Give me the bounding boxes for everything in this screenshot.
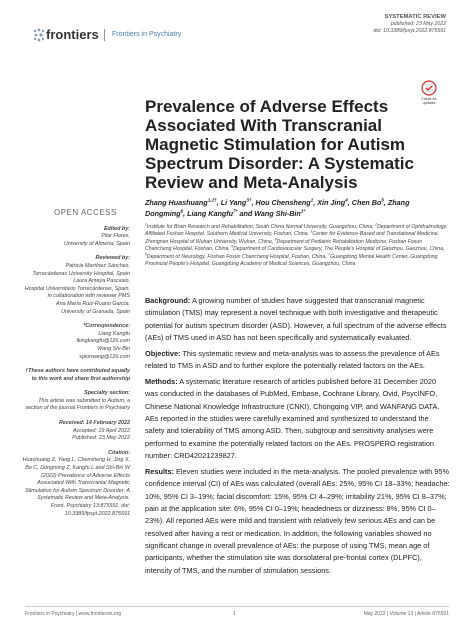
abstract-label: Results: [145, 466, 174, 476]
sidebar-line: lkingkangfu@126.com [76, 338, 130, 345]
author-affil: 3† [246, 197, 252, 203]
affiliation-text: Center for Evidence-Based and Translatio… [145, 231, 440, 245]
author-name: , Chen Bo [347, 198, 382, 207]
article-type: SYSTEMATIC REVIEW [384, 14, 446, 20]
abstract-text: A growing number of studies have suggest… [145, 296, 447, 343]
abstract-text: A systematic literature research of arti… [145, 377, 440, 461]
abstract-text: Eleven studies were included in the meta… [145, 466, 450, 575]
affiliation-number: 1 [145, 222, 147, 227]
author-name: , Zhang Dongming [145, 198, 410, 218]
affiliation-text: Department of Neurology, Foshan Fosun Ch… [146, 253, 329, 260]
sidebar: OPEN ACCESS Edited by: Pilar Flores, Unive… [22, 209, 130, 525]
sidebar-label: Edited by: [103, 225, 130, 232]
author-affil: 7* [233, 208, 238, 214]
sidebar-line: Accepted: 19 April 2022 [72, 427, 130, 434]
sidebar-line: Patricia Martínez Sánchez, [65, 262, 130, 269]
abstract-text: This systematic review and meta-analysis… [145, 348, 440, 371]
sidebar-label: Reviewed by: [95, 255, 130, 262]
author-affil: 1,2† [207, 197, 217, 203]
affiliation-number: 6 [145, 251, 147, 256]
affiliation-number: 4 [274, 237, 277, 242]
sidebar-line: Laura Amaya Pascasio, [73, 278, 130, 285]
brand: frontiers [46, 27, 99, 42]
affiliations: 1Institute for Brain Research and Rehabi… [145, 222, 449, 268]
abstract-section: Results: Eleven studies were included in… [145, 466, 450, 577]
author-name: , Hou Chensheng [251, 198, 311, 207]
sidebar-block: Edited by: Pilar Flores, University of Alm… [22, 226, 130, 249]
sidebar-line: spiorwang@126.com [79, 353, 130, 360]
author-affil: 6 [180, 208, 184, 214]
sidebar-block: Specialty section: This article was submi… [22, 390, 130, 413]
badge-icon [421, 80, 437, 96]
author-name: , Xin Jing [313, 198, 346, 207]
article-meta: SYSTEMATIC REVIEW published: 23 May 2022… [373, 14, 446, 35]
sidebar-label: Citation: [108, 449, 130, 456]
sidebar-block: Reviewed by: Patricia Martínez Sánchez, To… [22, 255, 130, 316]
journal-name: Frontiers in Psychiatry [112, 31, 182, 38]
sidebar-label: Specialty section: [84, 390, 130, 397]
author-affil: 1 [310, 197, 314, 203]
sidebar-line: Torrecárdenas University Hospital, Spain [32, 270, 130, 277]
sidebar-label: †These authors have contributed equally … [25, 368, 130, 382]
sidebar-block: Received: 14 February 2022 Accepted: 19 A… [22, 420, 130, 443]
abstract-section: Methods: A systematic literature researc… [145, 376, 450, 462]
affiliation-text: Department of Cardiovascular Surgery, Th… [233, 246, 445, 253]
affiliation-number: 2 [375, 222, 378, 227]
open-access: OPEN ACCESS [54, 208, 117, 217]
author-affil: 1* [300, 208, 306, 214]
sidebar-block: *Correspondence: Liang Kangfu lkingkangfu@… [22, 323, 130, 361]
sidebar-line: Wang Shi-Bin [97, 345, 130, 352]
abstract-label: Background: [145, 296, 191, 305]
abstract-section: Background: A growing number of studies … [145, 295, 450, 344]
affiliation-text: Institute for Brain Research and Rehabil… [146, 224, 376, 230]
page-number: 1 [233, 611, 236, 617]
sidebar-line: University of Granada, Spain [61, 308, 130, 315]
author-name: , Li Yang [216, 198, 247, 207]
sidebar-line: This article was submitted to Autism, a … [25, 397, 130, 412]
footer-right: May 2022 | Volume 13 | Article 875591 [363, 611, 449, 617]
sidebar-label: Received: 14 February 2022 [58, 420, 130, 427]
author-name: Zhang Huashuang [145, 198, 208, 207]
check-updates[interactable]: Check for updates [418, 80, 440, 106]
published-date: published: 23 May 2022 [390, 21, 446, 27]
sidebar-label: *Correspondence: [83, 323, 130, 330]
affiliation-text: Department of Ophthalmology, Affiliated … [145, 224, 448, 238]
author-name: and Wang Shi-Bin [237, 208, 301, 218]
abstract-label: Objective: [145, 348, 181, 358]
affiliation-number: 3 [310, 229, 313, 234]
author-affil: 4 [345, 197, 348, 203]
sidebar-line: Ana María Ruiz-Ruano García, [55, 300, 130, 307]
author-affil: 5 [381, 197, 384, 203]
affiliation-number: 7 [328, 251, 331, 256]
doi: doi: 10.3389/fpsyt.2022.875591 [373, 28, 446, 34]
abstract-label: Methods: [145, 377, 178, 387]
footer-rule [25, 606, 449, 607]
sidebar-block: †These authors have contributed equally … [22, 368, 130, 383]
sidebar-line: Pilar Flores, [101, 233, 130, 240]
sidebar-block: Citation: Huashuang Z, Yang L, Chensheng … [22, 450, 130, 518]
affiliation-text: Guangdong Mental Health Center, Guangdon… [145, 253, 438, 268]
author-name: , Liang Kangfu [183, 208, 234, 218]
sidebar-line: University of Almeria, Spain [63, 240, 130, 247]
affiliation-text: Department of Pediatric Rehabilitation M… [145, 238, 423, 253]
sidebar-line: Huashuang Z, Yang L, Chensheng H, Jing X… [22, 457, 130, 517]
brand-logo [33, 28, 45, 42]
abstract: Background: A growing number of studies … [145, 295, 450, 581]
sidebar-line: Published: 23 May 2022 [72, 435, 130, 442]
title: Prevalence of Adverse Effects Associated… [145, 97, 414, 192]
sidebar-line: Hospital Universitario Torrecárdenas, Sp… [24, 285, 130, 300]
abstract-section: Objective: This systematic review and me… [145, 348, 450, 373]
footer-left: Frontiers in Psychiatry | www.frontiersi… [25, 611, 122, 617]
separator [104, 29, 105, 41]
authors: Zhang Huashuang1,2†, Li Yang3†, Hou Chen… [145, 198, 445, 219]
affiliation-number: 5 [231, 244, 234, 249]
badge-label: Check for updates [421, 97, 437, 106]
sidebar-line: Liang Kangfu [98, 330, 130, 337]
